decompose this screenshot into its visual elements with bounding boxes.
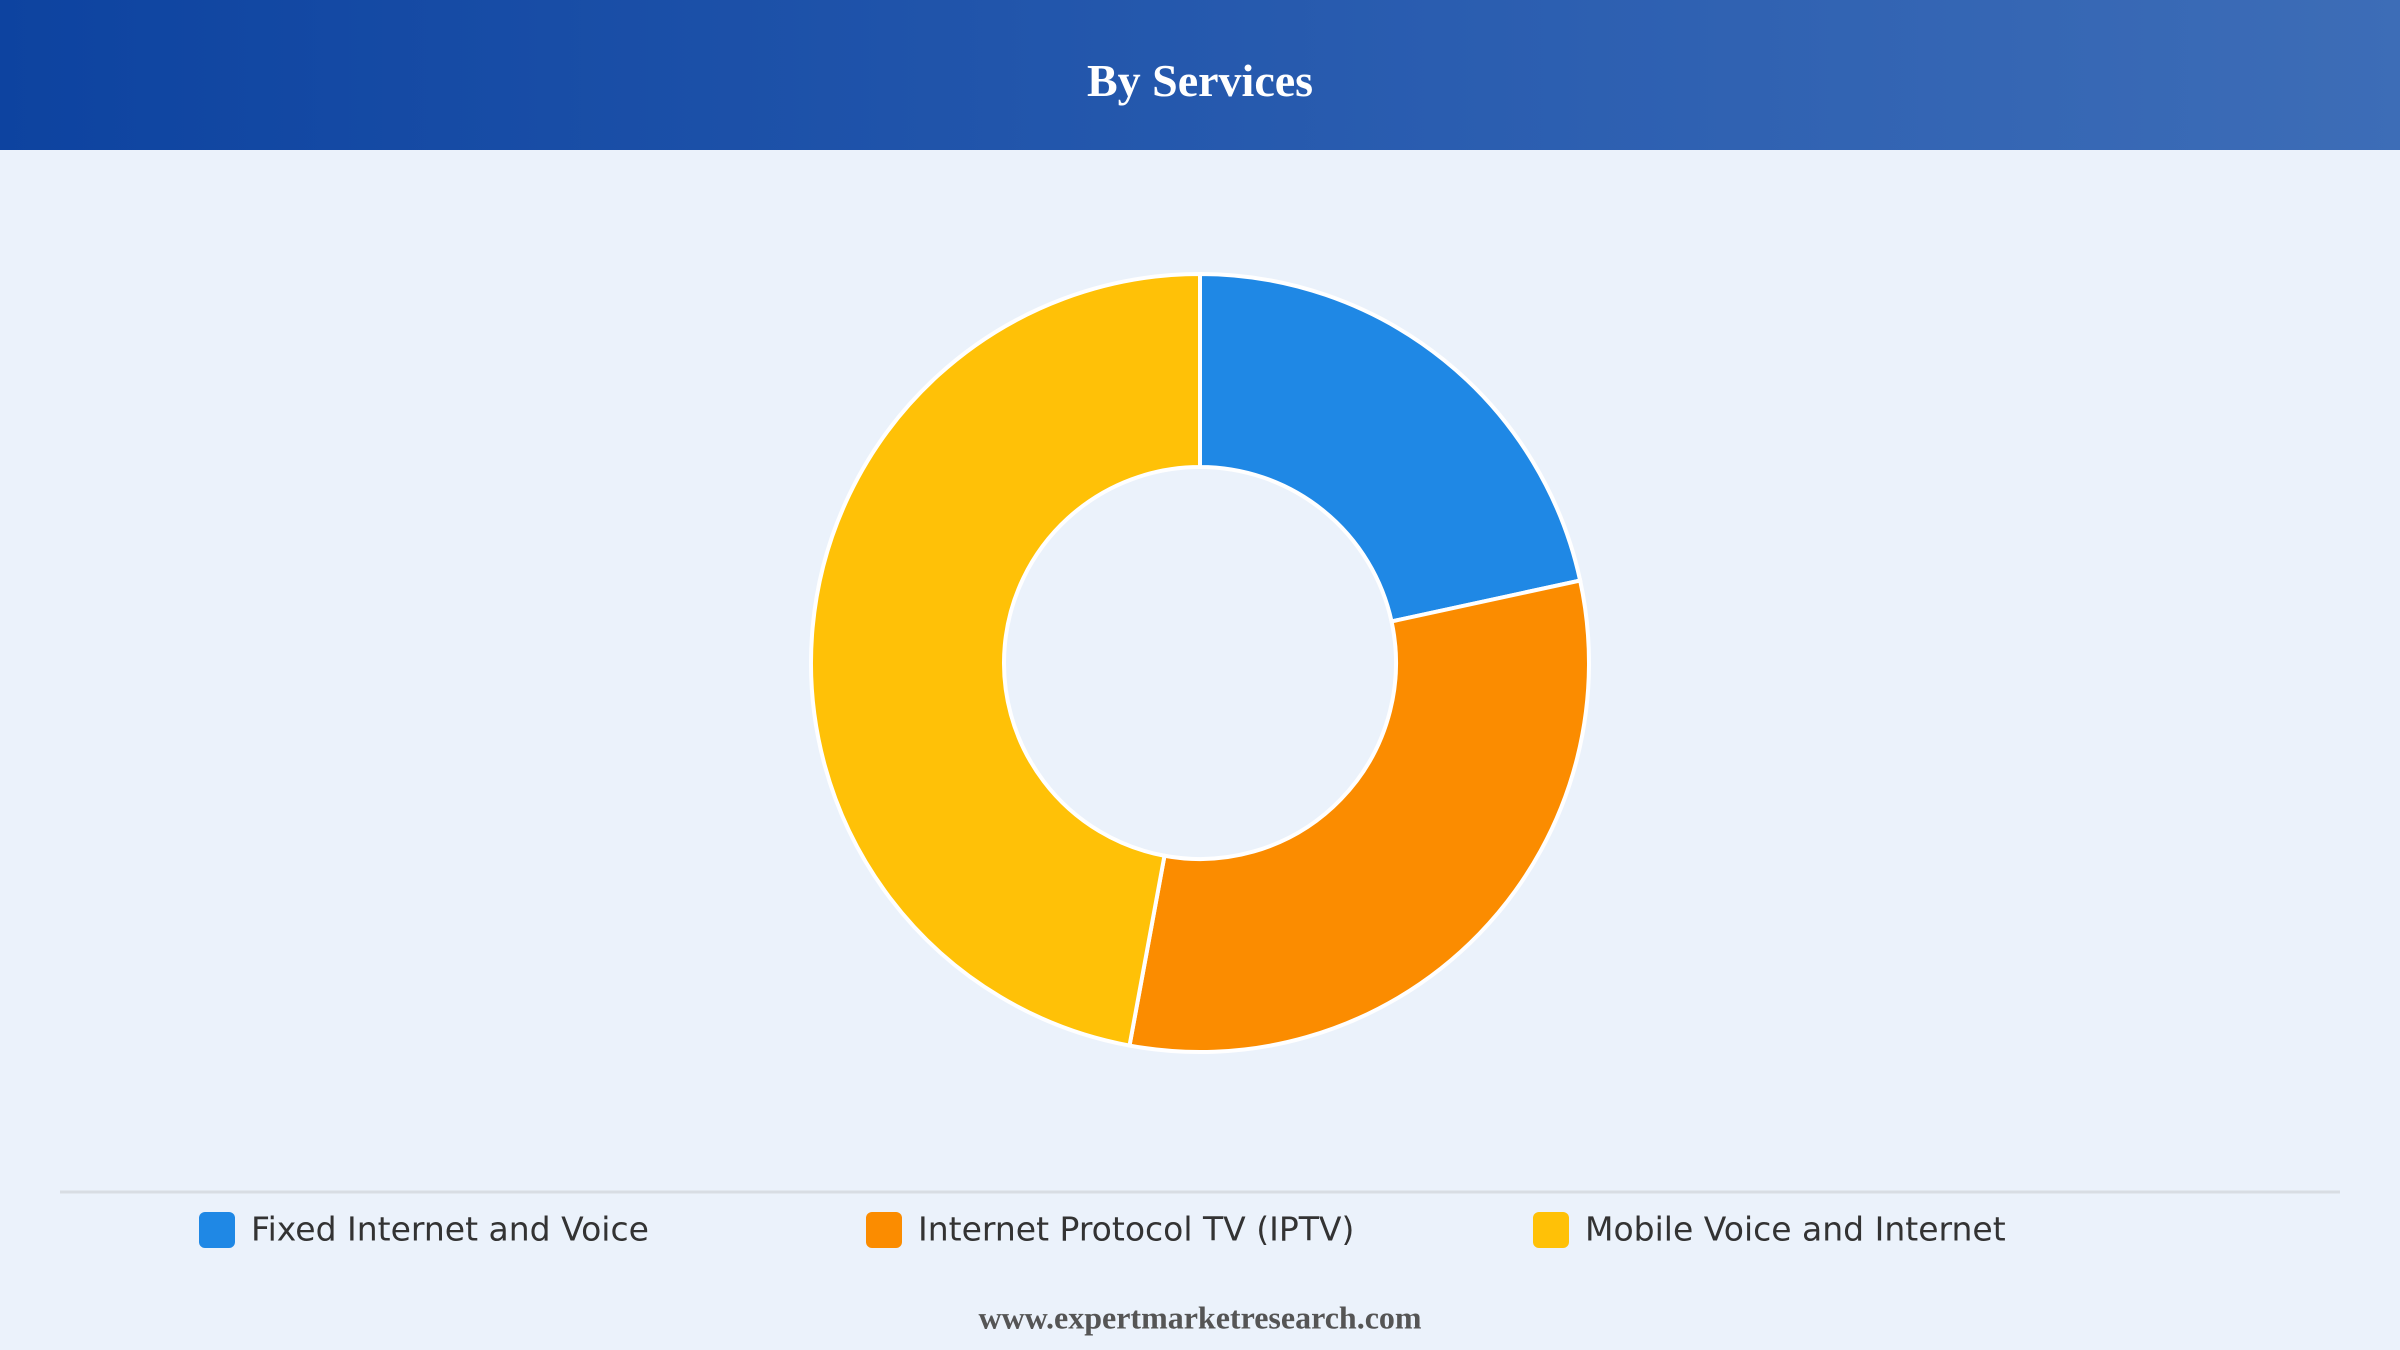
chart-title: By Services bbox=[1086, 55, 1314, 106]
donut-slice bbox=[1198, 271, 1583, 624]
legend-swatch bbox=[199, 1212, 235, 1248]
legend-swatch bbox=[866, 1212, 902, 1248]
legend-label: Internet Protocol TV (IPTV) bbox=[918, 1210, 1354, 1249]
footer: www.expertmarketresearch.com bbox=[978, 1299, 1421, 1335]
legend-label: Fixed Internet and Voice bbox=[251, 1210, 649, 1249]
donut-slice bbox=[1127, 578, 1591, 1054]
legend-label: Mobile Voice and Internet bbox=[1585, 1210, 2006, 1249]
header-bar bbox=[0, 0, 2400, 150]
legend-swatch bbox=[1533, 1212, 1569, 1248]
donut-slice bbox=[809, 271, 1202, 1048]
